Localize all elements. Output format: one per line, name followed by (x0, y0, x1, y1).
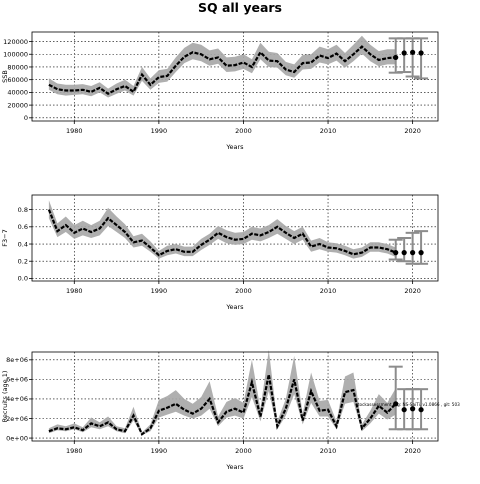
plot-frame (31, 194, 439, 282)
forecast-point-2021 (418, 250, 424, 256)
forecast-interval-2021 (414, 37, 429, 80)
x-tick-label: 2000 (235, 287, 252, 295)
confidence-band (48, 35, 396, 98)
forecast-point-2021 (418, 407, 424, 413)
chart-panel-1: 1980 1990 2000 2010 2020 0 20000 40000 60000 8000… (1, 31, 439, 151)
plot-frame (31, 351, 439, 442)
x-tick-label: 2010 (320, 447, 337, 455)
figure-title: SQ all years (197, 0, 282, 15)
x-tick-label: 1980 (66, 127, 83, 135)
y-tick-label: 0e+00 (6, 434, 28, 442)
x-tick-label: 2020 (404, 447, 421, 455)
forecast-point-2020 (410, 49, 416, 55)
y-tick-label: 120000 (3, 38, 28, 46)
y-axis-label: Recruits (age 1) (1, 371, 9, 423)
forecast-interval-2019 (397, 237, 412, 263)
y-tick-label: 40000 (7, 89, 28, 97)
y-tick-label: 20000 (7, 101, 28, 109)
y-axis-label: F3−7 (1, 229, 9, 246)
confidence-band (48, 350, 396, 436)
annotation-text: stockassessment.org: NS-SaiTi, v1.0866 ,… (356, 402, 460, 407)
forecast-point-2020 (410, 250, 416, 256)
y-tick-label: 0.2 (18, 258, 28, 266)
forecast-point-2018 (393, 250, 399, 256)
y-tick-label: 100000 (3, 51, 28, 59)
x-tick-label: 1990 (151, 287, 168, 295)
y-tick-label: 0.0 (18, 275, 28, 283)
forecast-interval-2021 (414, 230, 429, 265)
x-tick-label: 2000 (235, 447, 252, 455)
y-tick-label: 8e+06 (6, 356, 28, 364)
y-tick-label: 6e+06 (6, 376, 28, 384)
x-tick-label: 1980 (66, 447, 83, 455)
forecast-point-2018 (393, 54, 399, 61)
chart-panel-2: 1980 1990 2000 2010 2020 0.0 0.2 0.4 0.6 0.8 Years… (1, 194, 439, 311)
estimate-line (47, 209, 397, 257)
forecast-point-2019 (401, 50, 407, 56)
forecast-interval-2020 (405, 37, 420, 78)
y-tick-label: 60000 (7, 76, 28, 84)
chart-panel-3: 1980 1990 2000 2010 2020 0e+00 2e+06 4e+06 6e+06… (1, 350, 460, 471)
x-tick-label: 2020 (404, 127, 421, 135)
x-axis-label: Years (225, 463, 244, 471)
y-tick-label: 0.8 (18, 206, 28, 214)
forecast-interval-2018 (388, 238, 403, 261)
y-tick-label: 2e+06 (6, 415, 28, 423)
x-tick-label: 1990 (151, 127, 168, 135)
x-tick-label: 2000 (235, 127, 252, 135)
x-tick-label: 2020 (404, 287, 421, 295)
x-axis-label: Years (225, 303, 244, 311)
plot-frame (31, 31, 439, 122)
y-tick-label: 0 (24, 114, 28, 122)
y-tick-label: 0.6 (18, 223, 28, 231)
y-tick-label: 80000 (7, 63, 28, 71)
estimate-line (48, 45, 396, 95)
x-tick-label: 2010 (320, 287, 337, 295)
forecast-point-2019 (401, 250, 407, 256)
forecast-point-2020 (410, 406, 416, 412)
confidence-band (48, 200, 396, 259)
forecast-point-2019 (401, 407, 407, 413)
forecast-point-2018 (393, 401, 399, 407)
estimate-line (48, 374, 397, 436)
y-tick-label: 0.4 (18, 240, 28, 248)
y-tick-label: 4e+06 (6, 395, 28, 403)
x-tick-label: 1990 (151, 447, 168, 455)
forecast-point-2021 (418, 50, 424, 56)
y-axis-label: SSB (1, 70, 9, 83)
x-axis-label: Years (225, 143, 244, 151)
x-tick-label: 1980 (66, 287, 83, 295)
x-tick-label: 2010 (320, 127, 337, 135)
